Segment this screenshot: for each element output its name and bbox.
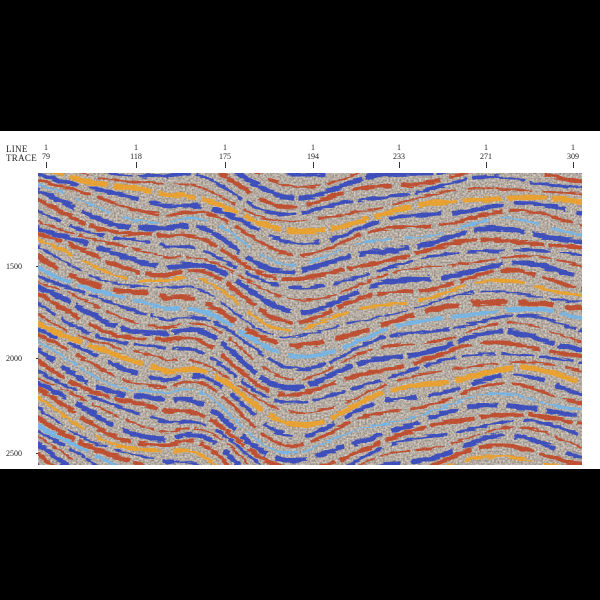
column-tick-trace: 79 <box>42 152 50 161</box>
column-tick: 1 309 <box>561 143 585 168</box>
reflector-band <box>38 231 582 325</box>
column-tick: 1 175 <box>213 143 237 168</box>
reflector-band <box>38 173 582 246</box>
column-tick-trace: 194 <box>307 152 319 161</box>
depth-tick: 2000 <box>6 354 41 363</box>
line-axis-label: LINE <box>6 144 28 154</box>
tick-mark <box>312 162 314 168</box>
tick-mark <box>485 162 487 168</box>
tick-mark <box>398 162 400 168</box>
reflector-band <box>38 184 582 266</box>
depth-tick-label: 1500 <box>6 262 22 271</box>
reflector-band <box>38 313 582 415</box>
trace-axis-label: TRACE <box>6 153 38 163</box>
reflector-band <box>38 265 582 359</box>
reflector-band <box>38 395 560 465</box>
reflector-band <box>38 327 582 439</box>
column-tick-line: 1 <box>484 143 488 152</box>
reflector-band <box>38 380 582 465</box>
tick-mark <box>224 162 226 168</box>
reflector-band <box>214 173 582 210</box>
column-tick-trace: 175 <box>219 152 231 161</box>
column-tick-line: 1 <box>223 143 227 152</box>
column-tick-trace: 118 <box>130 152 142 161</box>
column-tick-trace: 271 <box>480 152 492 161</box>
reflector-band <box>38 208 582 290</box>
reflector-band <box>38 254 582 348</box>
column-tick-line: 1 <box>397 143 401 152</box>
depth-tick: 1500 <box>6 262 41 271</box>
tick-mark <box>572 162 574 168</box>
column-tick: 1 79 <box>34 143 58 168</box>
reflector-band <box>105 173 582 216</box>
reflector-band <box>38 280 582 381</box>
reflector-band <box>38 188 582 275</box>
column-tick: 1 233 <box>387 143 411 168</box>
reflector-band <box>38 340 582 455</box>
reflector-band <box>38 178 582 257</box>
reflector-band <box>38 225 582 315</box>
reflector-band <box>232 173 582 201</box>
column-tick-line: 1 <box>44 143 48 152</box>
tick-mark <box>135 162 137 168</box>
column-tick: 1 271 <box>474 143 498 168</box>
reflector-band <box>38 284 582 391</box>
reflector-band <box>38 376 582 465</box>
reflector-band <box>38 369 582 465</box>
reflector-band <box>38 291 582 398</box>
reflector-band <box>79 173 582 223</box>
reflector-band <box>253 173 362 189</box>
tick-mark <box>45 162 47 168</box>
reflector-band <box>38 386 582 465</box>
reflector-band <box>38 219 582 302</box>
depth-tick-label: 2000 <box>6 354 22 363</box>
column-tick-trace: 233 <box>393 152 405 161</box>
reflector-band <box>52 173 582 234</box>
column-tick: 1 194 <box>301 143 325 168</box>
reflector-band <box>38 406 201 465</box>
reflector-band <box>38 414 149 465</box>
seismic-figure: LINE TRACE 1 79 1 118 1 175 1 194 1 233 … <box>0 131 600 469</box>
seismic-section-image <box>38 173 582 465</box>
depth-tick: 2500 <box>6 449 41 458</box>
depth-tick-label: 2500 <box>6 449 22 458</box>
reflector-band <box>38 347 582 463</box>
reflector-band <box>38 358 582 465</box>
column-tick-trace: 309 <box>567 152 579 161</box>
reflector-band <box>38 320 582 428</box>
reflector-band <box>38 333 582 448</box>
column-tick-line: 1 <box>311 143 315 152</box>
column-tick: 1 118 <box>124 143 148 168</box>
reflector-layer <box>38 173 582 465</box>
reflector-band <box>278 173 340 177</box>
column-tick-line: 1 <box>134 143 138 152</box>
reflector-band <box>38 274 582 371</box>
column-tick-line: 1 <box>571 143 575 152</box>
reflector-band <box>38 237 582 332</box>
reflector-band <box>38 245 582 338</box>
reflector-band <box>38 301 582 404</box>
reflector-band <box>38 197 582 282</box>
